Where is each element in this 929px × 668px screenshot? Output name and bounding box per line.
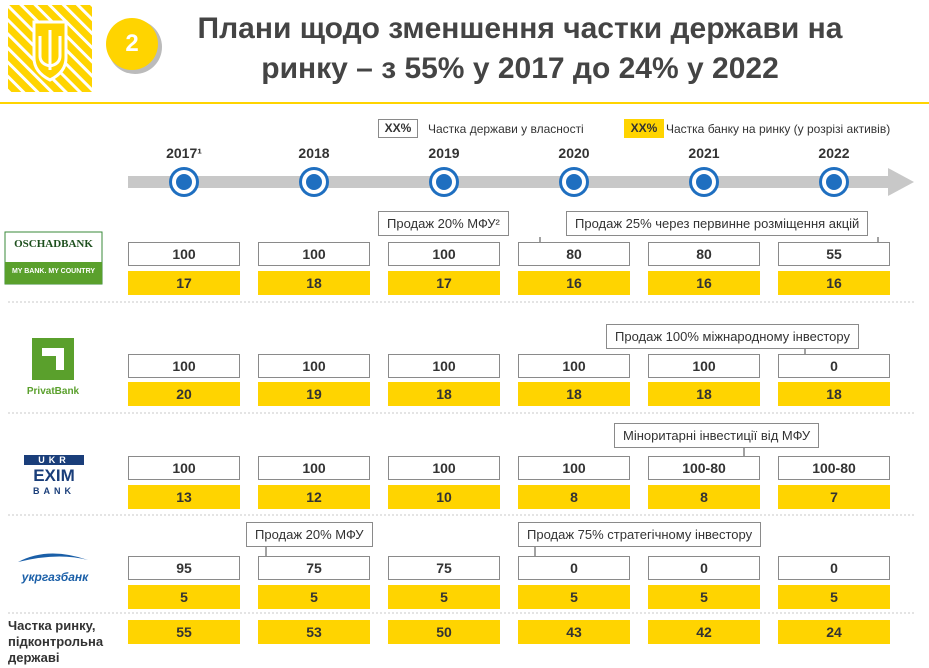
legend-marker: XX% [624,119,664,138]
total-label: підконтрольна [8,634,104,649]
callout: Продаж 20% МФУ² [378,211,509,236]
state-share: 100 [388,354,500,378]
total-label: Частка ринку, [8,618,96,633]
market-share: 8 [518,485,630,509]
total-share: 43 [518,620,630,644]
state-share: 0 [648,556,760,580]
market-share: 20 [128,382,240,406]
year-label: 2022 [818,145,850,161]
timeline-node [176,174,192,190]
total-share: 53 [258,620,370,644]
badge-number: 2 [125,30,139,57]
market-share: 5 [258,585,370,609]
state-share: 55 [778,242,890,266]
market-share: 19 [258,382,370,406]
privat-logo [32,338,74,380]
market-share: 16 [518,271,630,295]
state-share: 100 [128,456,240,480]
legend-text: Частка держави у власності [428,122,584,136]
market-share: 13 [128,485,240,509]
total-share: 24 [778,620,890,644]
bank-logo-text: укргазбанк [21,570,89,584]
market-share: 7 [778,485,890,509]
state-share: 100 [518,354,630,378]
callout: Продаж 75% стратегічному інвестору [518,522,762,547]
market-share: 5 [648,585,760,609]
title: ринку – з 55% у 2017 до 24% у 2022 [261,52,779,85]
bank-logo-text: EXIM [33,466,75,485]
timeline-node [696,174,712,190]
title: Плани щодо зменшення частки держави на [197,12,843,45]
trident [38,30,62,70]
state-share: 100 [648,354,760,378]
year-label: 2018 [298,145,330,161]
market-share: 18 [388,382,500,406]
year-label: 2017¹ [166,145,202,161]
state-share: 100 [388,242,500,266]
market-share: 10 [388,485,500,509]
state-share: 100 [258,354,370,378]
market-share: 5 [518,585,630,609]
market-share: 5 [128,585,240,609]
timeline [128,176,890,188]
bank-logo-text: MY BANK. MY COUNTRY [11,268,96,275]
state-share: 100 [388,456,500,480]
callout: Продаж 20% МФУ [246,522,373,547]
state-share: 0 [778,354,890,378]
state-share: 80 [648,242,760,266]
timeline-node [436,174,452,190]
state-share: 100 [128,242,240,266]
state-share: 75 [388,556,500,580]
state-share: 100 [258,456,370,480]
callout: Продаж 100% міжнародному інвестору [606,324,859,349]
year-label: 2021 [688,145,720,161]
state-share: 100 [518,456,630,480]
market-share: 17 [128,271,240,295]
market-share: 16 [778,271,890,295]
state-share: 100-80 [648,456,760,480]
market-share: 5 [778,585,890,609]
state-share: 0 [778,556,890,580]
bank-logo-text: OSCHADBANK [14,238,93,250]
market-share: 5 [388,585,500,609]
market-share: 8 [648,485,760,509]
bank-logo-text: PrivatBank [26,386,80,397]
market-share: 18 [258,271,370,295]
callout: Продаж 25% через первинне розміщення акц… [566,211,869,236]
market-share: 17 [388,271,500,295]
state-share: 100 [128,354,240,378]
total-share: 55 [128,620,240,644]
badge [106,18,158,70]
year-label: 2020 [558,145,590,161]
market-share: 18 [648,382,760,406]
state-share: 95 [128,556,240,580]
timeline-arrow [888,168,914,196]
state-share: 100-80 [778,456,890,480]
callout: Міноритарні інвестиції від МФУ [614,423,820,448]
timeline-node [826,174,842,190]
market-share: 18 [778,382,890,406]
timeline-node [566,174,582,190]
bank-logo-text: BANK [33,486,75,496]
total-label: державі [8,650,60,665]
total-share: 42 [648,620,760,644]
privat-logo-mark [42,348,64,370]
legend-marker: XX% [378,119,418,138]
state-share: 75 [258,556,370,580]
market-share: 16 [648,271,760,295]
bank-logo-text: UKR [24,455,84,465]
market-share: 12 [258,485,370,509]
ukrgaz-logo-mark [18,553,88,562]
state-share: 80 [518,242,630,266]
timeline-node [306,174,322,190]
market-share: 18 [518,382,630,406]
state-share: 0 [518,556,630,580]
state-share: 100 [258,242,370,266]
legend-text: Частка банку на ринку (у розрізі активів… [666,122,891,136]
year-label: 2019 [428,145,460,161]
oschad-logo-band [5,262,102,284]
total-share: 50 [388,620,500,644]
